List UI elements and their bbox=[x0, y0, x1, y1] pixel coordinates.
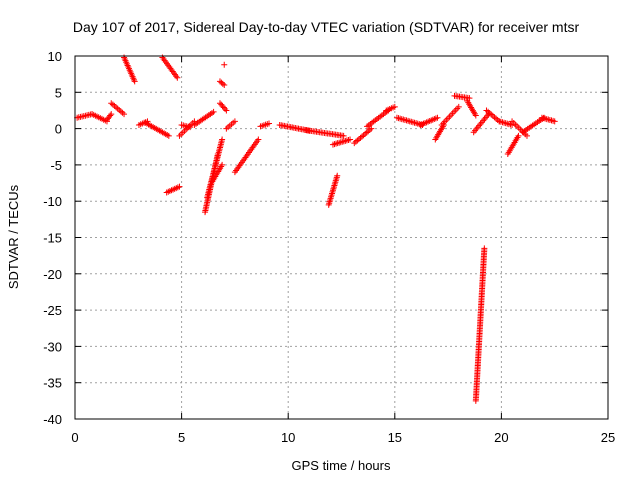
data-point bbox=[368, 125, 375, 132]
data-point bbox=[116, 106, 123, 113]
y-tick-label: -25 bbox=[43, 303, 62, 318]
data-points bbox=[74, 54, 558, 404]
data-point bbox=[114, 105, 121, 112]
data-point bbox=[187, 124, 194, 131]
data-point bbox=[365, 128, 372, 135]
x-axis-label: GPS time / hours bbox=[292, 458, 391, 473]
y-axis-label: SDTVAR / TECUs bbox=[6, 184, 21, 289]
data-point bbox=[434, 114, 441, 121]
data-point bbox=[354, 137, 361, 144]
data-point bbox=[117, 108, 124, 115]
data-point bbox=[113, 104, 120, 111]
plot-frame bbox=[74, 55, 609, 420]
y-tick-label: -20 bbox=[43, 267, 62, 282]
data-point bbox=[176, 183, 183, 190]
x-tick-label: 10 bbox=[281, 430, 295, 445]
data-point bbox=[340, 132, 347, 139]
data-point bbox=[523, 132, 530, 139]
data-point bbox=[218, 101, 225, 108]
data-point bbox=[219, 161, 226, 168]
data-point bbox=[223, 107, 230, 114]
data-point bbox=[357, 134, 364, 141]
data-point bbox=[359, 133, 366, 140]
y-tick-label: -15 bbox=[43, 231, 62, 246]
y-tick-label: -10 bbox=[43, 194, 62, 209]
data-point bbox=[355, 136, 362, 143]
data-point bbox=[107, 112, 114, 119]
data-point bbox=[352, 138, 359, 145]
data-point bbox=[481, 245, 488, 252]
data-point bbox=[515, 132, 522, 139]
data-point bbox=[455, 103, 462, 110]
data-point bbox=[363, 129, 370, 136]
data-point bbox=[108, 100, 115, 107]
axis-tick-labels: 0 5 10 15 20 25 -40 -35 -30 -25 -20 -15 -10 -5 0 5 10 bbox=[43, 49, 615, 445]
data-point bbox=[221, 82, 228, 89]
y-tick-label: 10 bbox=[48, 49, 62, 64]
x-tick-label: 20 bbox=[494, 430, 508, 445]
y-tick-label: -40 bbox=[43, 412, 62, 427]
x-tick-label: 5 bbox=[178, 430, 185, 445]
data-point bbox=[366, 126, 373, 133]
data-point bbox=[472, 112, 479, 119]
y-tick-label: -5 bbox=[50, 158, 62, 173]
data-point bbox=[219, 103, 226, 110]
data-point bbox=[255, 136, 262, 143]
data-point bbox=[551, 118, 558, 125]
data-point bbox=[391, 103, 398, 110]
data-point bbox=[111, 102, 118, 109]
x-tick-label: 25 bbox=[601, 430, 615, 445]
data-point bbox=[491, 114, 498, 121]
data-point bbox=[360, 132, 367, 139]
data-point bbox=[219, 136, 226, 143]
data-point bbox=[216, 100, 223, 107]
x-tick-label: 0 bbox=[71, 430, 78, 445]
data-point bbox=[131, 78, 138, 85]
data-point bbox=[334, 172, 341, 179]
data-point bbox=[266, 120, 273, 127]
data-point bbox=[220, 104, 227, 111]
data-point bbox=[119, 109, 126, 116]
data-point bbox=[210, 108, 217, 115]
y-tick-label: -30 bbox=[43, 339, 62, 354]
y-tick-label: 0 bbox=[55, 122, 62, 137]
data-point bbox=[488, 111, 495, 118]
y-tick-label: -35 bbox=[43, 376, 62, 391]
data-point bbox=[165, 132, 172, 139]
data-point bbox=[219, 80, 226, 87]
data-point bbox=[351, 140, 358, 147]
y-tick-label: 5 bbox=[55, 85, 62, 100]
data-point bbox=[108, 111, 115, 118]
data-point bbox=[362, 130, 369, 137]
data-point bbox=[347, 136, 354, 143]
x-tick-label: 15 bbox=[388, 430, 402, 445]
data-point bbox=[174, 74, 181, 81]
chart-title: Day 107 of 2017, Sidereal Day-to-day VTE… bbox=[73, 19, 580, 35]
data-point bbox=[109, 101, 116, 108]
data-point bbox=[231, 118, 238, 125]
data-point bbox=[121, 111, 128, 118]
data-point bbox=[221, 61, 228, 68]
data-point bbox=[222, 105, 229, 112]
chart-grid bbox=[75, 56, 608, 419]
data-point bbox=[493, 115, 500, 122]
